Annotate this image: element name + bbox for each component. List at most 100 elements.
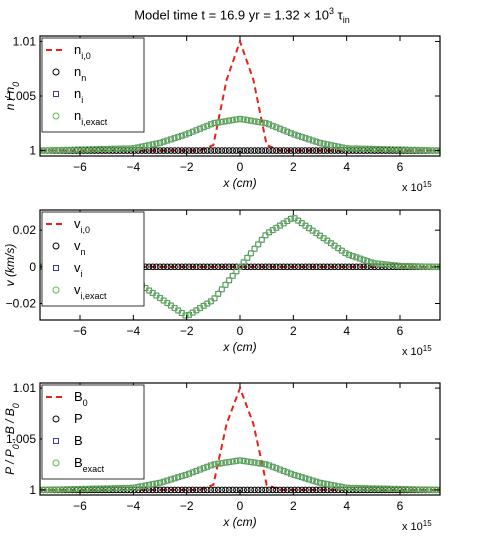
- data-point: [331, 142, 338, 150]
- data-point: [353, 263, 360, 271]
- data-point: [338, 144, 346, 151]
- data-point: [80, 485, 87, 493]
- data-point: [265, 120, 273, 128]
- data-point: [294, 147, 302, 154]
- data-point: [134, 483, 142, 491]
- chart-panel-1: −6 −4 −2 0 2 4 6 1 1.005 1.01 x (cm) x 1015 n / n0 ni…: [3, 34, 441, 194]
- data-point: [294, 263, 302, 271]
- data-point: [276, 486, 284, 494]
- data-point: [247, 117, 255, 124]
- data-point: [243, 116, 251, 124]
- data-point: [331, 263, 338, 271]
- data-point: [218, 486, 226, 494]
- x-tick-label: 0: [237, 160, 244, 174]
- data-point: [94, 145, 102, 153]
- legend-swatch-square: [53, 91, 59, 97]
- y-tick-label: 1.01: [13, 34, 37, 48]
- legend-entry: vi,exact: [74, 282, 107, 301]
- legend-swatch-circle: [52, 68, 60, 76]
- data-point: [218, 147, 226, 154]
- data-point: [320, 263, 327, 271]
- data-point: [316, 263, 324, 271]
- data-point: [302, 486, 309, 494]
- data-point: [280, 126, 287, 134]
- data-point: [211, 486, 218, 494]
- legend-entry: ni: [74, 86, 83, 105]
- data-point: [320, 147, 327, 154]
- x-tick-label: −2: [180, 160, 194, 174]
- data-point: [262, 119, 269, 127]
- legend: B0 PB Bexact: [41, 384, 145, 480]
- data-point: [178, 147, 186, 154]
- data-point: [287, 470, 295, 478]
- data-point: [338, 263, 346, 271]
- data-point: [182, 147, 189, 154]
- x-tick-label: −4: [126, 324, 140, 338]
- y-tick-label: 1.005: [6, 89, 36, 103]
- data-point: [207, 147, 215, 154]
- legend-entry: B: [74, 433, 83, 448]
- data-point: [156, 263, 164, 271]
- data-point: [207, 263, 215, 271]
- data-point: [182, 486, 189, 494]
- data-point: [200, 123, 207, 131]
- data-point: [233, 486, 240, 494]
- data-point: [342, 144, 349, 152]
- data-point: [291, 147, 298, 154]
- data-point: [283, 128, 291, 136]
- data-point: [273, 263, 280, 271]
- data-point: [102, 145, 109, 153]
- data-point: [229, 486, 237, 494]
- data-point: [418, 146, 426, 154]
- data-point: [345, 251, 353, 259]
- data-point: [222, 486, 229, 494]
- data-point: [327, 263, 335, 271]
- data-point: [105, 145, 113, 153]
- data-point: [393, 485, 400, 493]
- data-point: [356, 255, 364, 262]
- x-tick-label: 4: [343, 499, 350, 513]
- data-point: [309, 137, 317, 144]
- data-point: [214, 460, 222, 468]
- data-point: [280, 467, 287, 475]
- data-point: [247, 486, 255, 494]
- data-point: [207, 120, 215, 128]
- data-point: [127, 484, 135, 492]
- data-point: [305, 263, 313, 271]
- x-axis-label: x (cm): [222, 340, 256, 354]
- data-point: [356, 484, 364, 492]
- data-point: [323, 263, 331, 271]
- data-point: [342, 249, 349, 257]
- data-point: [425, 486, 433, 493]
- data-point: [225, 263, 233, 271]
- data-point: [283, 486, 291, 494]
- x-tick-label: −6: [73, 160, 87, 174]
- data-point: [193, 126, 200, 134]
- data-point: [116, 484, 124, 492]
- data-point: [313, 486, 320, 494]
- data-point: [316, 479, 324, 487]
- data-point: [240, 116, 247, 123]
- data-point: [360, 484, 367, 492]
- data-point: [243, 458, 251, 465]
- data-point: [403, 262, 411, 270]
- data-point: [422, 486, 429, 493]
- data-point: [334, 143, 342, 150]
- data-point: [236, 115, 244, 123]
- data-point: [240, 486, 247, 494]
- data-point: [222, 263, 229, 271]
- data-point: [309, 486, 317, 494]
- data-point: [258, 119, 266, 126]
- data-point: [51, 146, 58, 154]
- legend: ni,0 nn ni ni,exact: [41, 37, 145, 133]
- data-point: [327, 481, 335, 489]
- data-point: [229, 116, 237, 124]
- data-point: [345, 263, 353, 271]
- data-point: [331, 482, 338, 489]
- data-point: [331, 147, 338, 154]
- data-point: [291, 263, 298, 271]
- data-point: [196, 147, 204, 154]
- data-point: [160, 263, 167, 271]
- data-point: [65, 485, 73, 493]
- data-point: [207, 486, 215, 494]
